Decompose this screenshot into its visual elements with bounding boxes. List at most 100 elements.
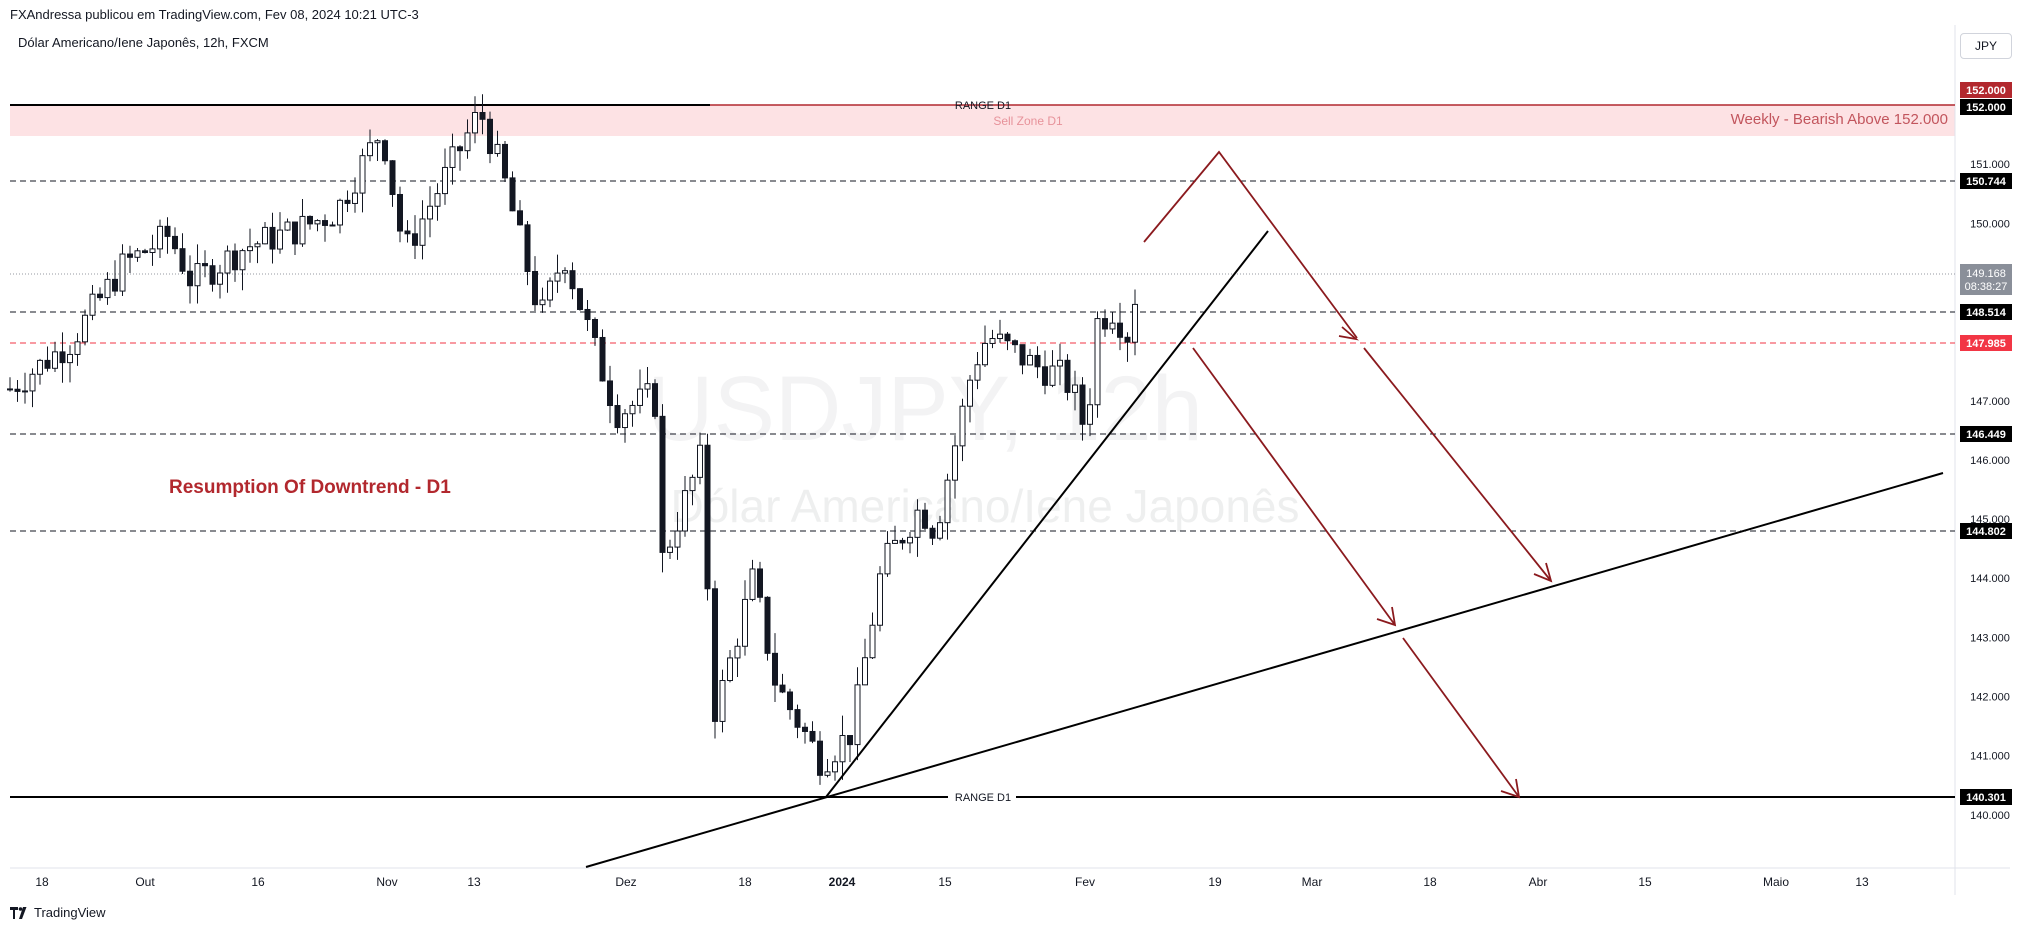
time-tick: 13 [467,875,481,889]
candle-body [112,278,118,292]
price-tick: 147.000 [1970,396,2010,408]
candle-body [442,166,448,195]
candle-body [509,177,516,212]
candle-body [59,351,66,364]
sell-zone-band [10,105,1955,136]
footer-brand-label: TradingView [34,905,106,920]
price-tick: 144.000 [1970,573,2010,585]
candle-body [74,341,81,355]
candle-body [689,476,696,492]
tag-148-514: 148.514 [1966,307,2007,319]
tag-146-449: 146.449 [1966,429,2006,441]
candle-body [592,319,598,338]
tag-140-301: 140.301 [1966,792,2006,804]
symbol-title[interactable]: Dólar Americano/Iene Japonês, 12h, FXCM [18,35,269,50]
candle-body [97,293,103,299]
sell-zone-label: Sell Zone D1 [993,114,1063,128]
last-price-tag: 149.168 [1966,268,2006,280]
candle-body [554,272,561,282]
time-tick: Abr [1529,875,1548,889]
time-tick: 16 [251,875,265,889]
candle-body [292,221,298,245]
candle-body [569,270,576,290]
price-tick: 151.000 [1970,159,2010,171]
tag-147-985: 147.985 [1966,338,2006,350]
candle-body [419,218,426,246]
tag-150-744-bg [1960,173,2012,189]
candle-body [1094,318,1101,406]
candle-body [314,220,321,225]
candle-body [352,192,358,204]
candle-body [479,111,486,120]
candle-body [217,272,223,285]
tag-148-514-bg [1960,304,2012,320]
candle-body [794,709,801,728]
candle-body [982,342,988,366]
candle-body [584,308,591,321]
candle-body [412,233,418,246]
candle-body [434,193,441,207]
candle-body [1004,333,1011,342]
candle-body [104,278,111,299]
candle-body [697,444,703,478]
candle-body [644,383,651,390]
candle-body [959,405,966,447]
candle-body [809,730,816,742]
candle-body [284,221,291,231]
candle-body [787,691,793,711]
projection-arrows [1143,150,1553,799]
tag-150-744: 150.744 [1966,176,2007,188]
candle-body [764,596,771,654]
candle-body [1057,359,1063,367]
candle-body [427,205,433,220]
candle-body [224,250,231,274]
time-axis[interactable]: 18 Out 16 Nov 13 Dez 18 2024 15 Fev 19 Mar 18 Abr 15 Ma… [35,875,1869,889]
candle-body [862,657,868,686]
watermark-ticker: USDJPY, 12h [647,358,1203,460]
candle-body [562,270,568,274]
candle-body [824,771,831,776]
candle-body [517,210,523,226]
time-tick: Nov [376,875,397,889]
candle-body [629,404,636,415]
footer-brand[interactable]: TradingView [10,905,106,920]
candle-body [742,598,748,647]
candle-body [502,143,508,179]
price-axis[interactable]: 140.000141.000142.000143.000144.000145.0… [1970,159,2010,822]
candle-body [67,353,73,364]
candle-body [802,726,808,732]
candle-body [262,226,268,245]
price-tick: 146.000 [1970,455,2010,467]
candle-body [7,388,13,391]
time-tick: 15 [938,875,952,889]
price-tick: 143.000 [1970,632,2010,644]
tag-144-802: 144.802 [1966,526,2006,538]
time-tick: Dez [615,875,636,889]
time-tick: Mar [1302,875,1323,889]
candle-body [1124,336,1131,343]
candle-body [209,265,216,285]
candle-body [734,645,741,659]
candle-body [779,684,786,693]
candle-body [614,405,621,429]
candle-body [1064,359,1071,393]
price-tick: 140.000 [1970,810,2010,822]
candle-body [1027,354,1033,366]
candle-body [674,530,681,548]
tradingview-logo-icon [10,906,27,919]
candle-body [1042,366,1048,386]
time-tick: 18 [738,875,752,889]
candle-body [382,140,388,162]
candle-body [974,364,981,381]
candle-body [599,336,606,382]
tag-146-449-bg [1960,426,2012,442]
candle-body [277,229,283,250]
candle-body [922,509,928,529]
tag-152-bg [1960,99,2012,115]
candle-body [44,359,51,369]
candle-body [187,270,193,287]
candle-body [1132,303,1138,343]
candle-body [472,111,478,134]
currency-button[interactable]: JPY [1960,33,2012,59]
